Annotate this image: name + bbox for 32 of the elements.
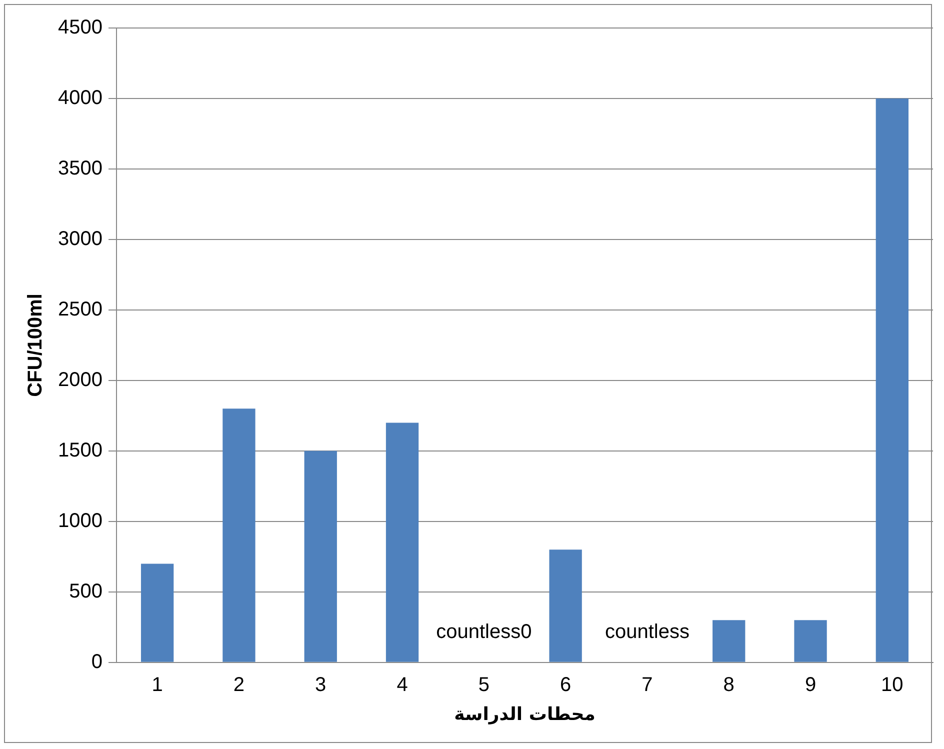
x-tick-label: 8 (723, 674, 734, 696)
bar (876, 98, 909, 662)
bar (304, 450, 337, 662)
y-tick-label: 3500 (58, 157, 102, 180)
bar (794, 620, 827, 662)
y-tick-label: 2000 (58, 368, 102, 391)
x-tick-label: 2 (233, 674, 245, 696)
x-tick-label: 1 (152, 674, 163, 696)
x-tick-label: 3 (315, 674, 326, 696)
x-axis-title: محطات الدراسة (454, 704, 596, 725)
x-tick-label: 10 (881, 674, 904, 696)
y-tick-label: 0 (91, 650, 102, 673)
x-tick-label: 7 (642, 674, 653, 696)
bar (386, 422, 419, 662)
x-tick-label: 6 (560, 674, 572, 696)
y-tick-label: 1000 (58, 510, 102, 532)
bar (549, 550, 582, 662)
x-tick-label: 5 (478, 674, 490, 696)
annotation: countless0 (436, 620, 532, 643)
y-tick-label: 1500 (58, 439, 102, 462)
y-tick-label: 2500 (58, 298, 102, 320)
x-tick-label: 4 (396, 674, 408, 696)
y-tick-label: 4000 (58, 87, 102, 110)
y-axis-title: CFU/100ml (24, 294, 47, 397)
annotation: countless (604, 620, 690, 643)
bar (222, 408, 256, 662)
x-tick-label: 9 (804, 674, 816, 696)
y-tick-label: 500 (69, 580, 102, 602)
bar (712, 620, 746, 662)
bar (140, 564, 174, 662)
y-tick-label: 4500 (58, 16, 102, 39)
y-tick-label: 3000 (58, 228, 102, 250)
